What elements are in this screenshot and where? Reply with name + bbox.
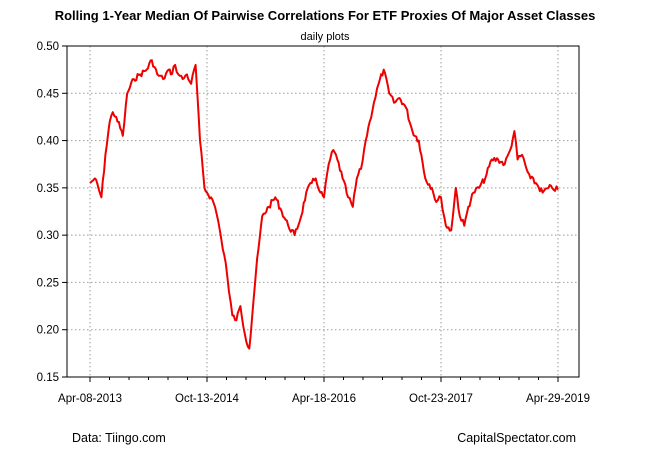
- x-tick-label: Apr-18-2016: [292, 393, 356, 405]
- y-tick-label: 0.20: [37, 325, 59, 337]
- grid: [67, 45, 579, 378]
- x-tick-label: Apr-29-2019: [526, 393, 590, 405]
- x-tick-label: Oct-23-2017: [409, 393, 473, 405]
- x-axis: Apr-08-2013 Oct-13-2014 Apr-18-2016 Oct-23-…: [58, 377, 590, 405]
- footer-source: Data: Tiingo.com: [72, 431, 166, 445]
- y-tick-label: 0.15: [37, 372, 59, 384]
- y-tick-label: 0.50: [37, 41, 59, 53]
- plot-frame: [66, 45, 580, 378]
- x-tick-label: Oct-13-2014: [175, 393, 240, 405]
- y-tick-label: 0.45: [37, 88, 59, 100]
- chart-title: Rolling 1-Year Median Of Pairwise Correl…: [55, 8, 596, 23]
- chart-subtitle: daily plots: [301, 31, 350, 43]
- y-tick-label: 0.25: [37, 277, 59, 289]
- x-tick-label: Apr-08-2013: [58, 393, 122, 405]
- y-axis: 0.15 0.20 0.25 0.30 0.35 0.40 0.45 0.50: [37, 41, 67, 384]
- y-tick-label: 0.30: [37, 230, 59, 242]
- series-line: [89, 59, 559, 350]
- footer-brand: CapitalSpectator.com: [457, 431, 576, 445]
- y-tick-label: 0.35: [37, 183, 59, 195]
- y-tick-label: 0.40: [37, 136, 59, 148]
